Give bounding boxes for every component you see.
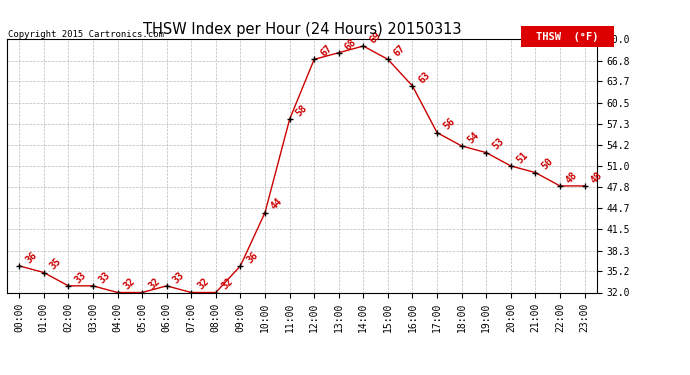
Text: 35: 35 [48, 256, 63, 272]
Text: 51: 51 [515, 150, 531, 165]
Text: 67: 67 [392, 43, 408, 58]
Text: 69: 69 [368, 30, 383, 45]
Text: 67: 67 [318, 43, 334, 58]
Text: 48: 48 [564, 170, 580, 185]
Text: 32: 32 [195, 276, 211, 292]
Text: 32: 32 [220, 276, 235, 292]
Text: Copyright 2015 Cartronics.com: Copyright 2015 Cartronics.com [8, 30, 164, 39]
Text: 50: 50 [540, 156, 555, 172]
Text: THSW  (°F): THSW (°F) [536, 32, 599, 42]
Text: 36: 36 [23, 250, 39, 265]
Text: 32: 32 [146, 276, 161, 292]
Text: 33: 33 [72, 270, 88, 285]
Text: 54: 54 [466, 130, 481, 145]
Title: THSW Index per Hour (24 Hours) 20150313: THSW Index per Hour (24 Hours) 20150313 [143, 22, 461, 37]
Text: 36: 36 [244, 250, 260, 265]
Text: 53: 53 [491, 136, 506, 152]
Text: 63: 63 [417, 70, 432, 85]
Text: 44: 44 [269, 196, 284, 212]
Text: 68: 68 [343, 36, 358, 52]
Text: 48: 48 [589, 170, 604, 185]
Text: 33: 33 [97, 270, 112, 285]
Text: 56: 56 [441, 117, 457, 132]
Text: 58: 58 [294, 103, 309, 118]
Text: 32: 32 [121, 276, 137, 292]
Text: 33: 33 [171, 270, 186, 285]
